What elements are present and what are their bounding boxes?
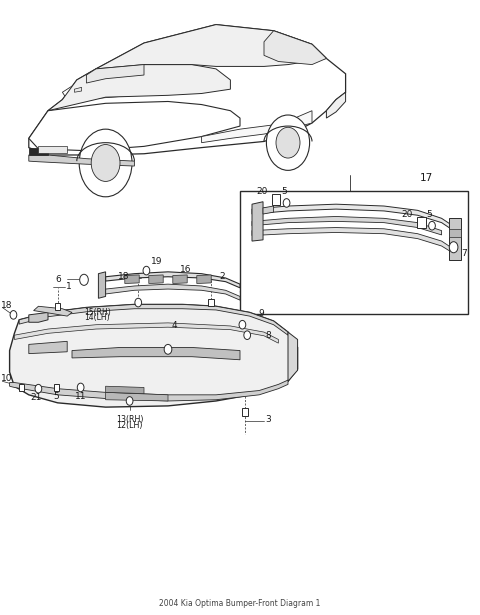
Text: 15(RH): 15(RH) [84, 308, 111, 317]
Circle shape [244, 331, 251, 339]
Text: 18: 18 [1, 301, 12, 309]
Polygon shape [106, 284, 240, 300]
Polygon shape [74, 87, 82, 92]
Polygon shape [62, 75, 144, 100]
Text: 14(LH): 14(LH) [84, 314, 109, 322]
Text: 11: 11 [75, 392, 86, 401]
Text: 5: 5 [54, 392, 60, 401]
Circle shape [10, 311, 17, 319]
Bar [54, 384, 59, 391]
Circle shape [35, 384, 42, 393]
Text: 2004 Kia Optima Bumper-Front Diagram 1: 2004 Kia Optima Bumper-Front Diagram 1 [159, 600, 321, 608]
Polygon shape [29, 155, 134, 166]
Text: 17: 17 [420, 173, 433, 183]
Polygon shape [34, 306, 72, 316]
Polygon shape [96, 25, 326, 69]
Circle shape [239, 320, 246, 329]
Text: 16: 16 [180, 265, 192, 274]
Polygon shape [106, 386, 144, 394]
Polygon shape [263, 206, 274, 214]
Polygon shape [19, 304, 288, 335]
Polygon shape [252, 204, 454, 231]
Circle shape [80, 274, 88, 285]
Text: 8: 8 [265, 331, 271, 339]
Text: 1: 1 [66, 282, 72, 291]
Bar [19, 384, 24, 391]
Text: 12(LH): 12(LH) [116, 421, 143, 430]
Text: 20: 20 [401, 210, 413, 219]
Polygon shape [449, 218, 461, 260]
Polygon shape [326, 92, 346, 118]
Polygon shape [38, 146, 67, 153]
Bar [417, 217, 426, 228]
Circle shape [449, 242, 458, 253]
Polygon shape [10, 304, 298, 407]
Circle shape [126, 397, 133, 405]
Circle shape [77, 383, 84, 392]
Polygon shape [264, 31, 326, 65]
Polygon shape [197, 275, 211, 284]
Polygon shape [288, 332, 298, 381]
Text: 13(RH): 13(RH) [116, 415, 144, 424]
Text: 20: 20 [256, 187, 267, 196]
Text: 5: 5 [281, 187, 287, 196]
Polygon shape [202, 111, 312, 143]
Text: 5: 5 [426, 210, 432, 219]
Polygon shape [252, 202, 263, 241]
Text: 4: 4 [172, 322, 178, 330]
Polygon shape [149, 275, 163, 284]
Circle shape [143, 266, 150, 275]
Text: 21: 21 [30, 394, 42, 402]
Bar [272, 194, 280, 205]
Polygon shape [252, 216, 442, 235]
Text: 2: 2 [220, 272, 226, 281]
Circle shape [429, 221, 435, 230]
Text: 18: 18 [118, 272, 130, 281]
Polygon shape [29, 312, 48, 322]
Circle shape [135, 298, 142, 307]
Polygon shape [125, 275, 139, 284]
Circle shape [283, 199, 290, 207]
Polygon shape [98, 272, 106, 298]
Circle shape [266, 115, 310, 170]
Polygon shape [252, 228, 454, 253]
Polygon shape [14, 323, 278, 343]
Polygon shape [29, 341, 67, 354]
Text: 9: 9 [258, 309, 264, 318]
Text: 3: 3 [265, 415, 271, 424]
Polygon shape [72, 347, 240, 360]
Text: 10: 10 [1, 375, 12, 383]
Text: 7: 7 [461, 249, 467, 258]
Polygon shape [86, 65, 144, 83]
Polygon shape [48, 65, 230, 111]
Polygon shape [29, 101, 240, 151]
Polygon shape [173, 275, 187, 284]
Polygon shape [449, 229, 461, 237]
Polygon shape [29, 25, 346, 155]
Bar [242, 408, 248, 416]
Polygon shape [106, 392, 168, 401]
Bar [208, 299, 214, 306]
Polygon shape [106, 272, 240, 288]
Circle shape [276, 127, 300, 158]
Bar [55, 303, 60, 310]
Circle shape [91, 145, 120, 181]
Polygon shape [10, 380, 288, 401]
Polygon shape [29, 148, 48, 155]
Circle shape [164, 344, 172, 354]
Circle shape [79, 129, 132, 197]
Text: 6: 6 [56, 275, 61, 284]
Bar [240, 191, 468, 314]
Text: 19: 19 [151, 257, 163, 266]
